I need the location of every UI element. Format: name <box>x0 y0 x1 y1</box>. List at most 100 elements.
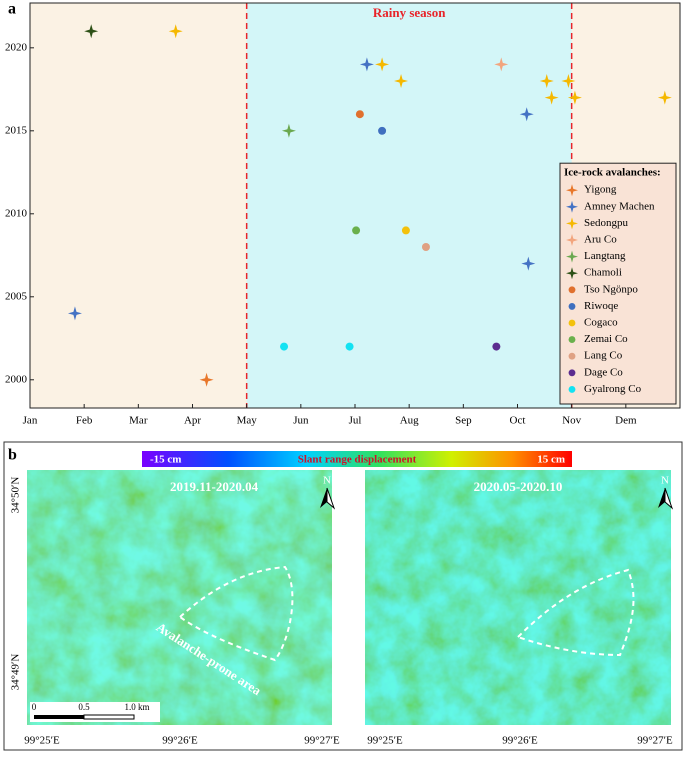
rainy-season-band <box>246 3 572 408</box>
circle-marker <box>568 286 576 294</box>
legend-label: Riwoqe <box>584 300 618 312</box>
colorbar-max: 15 cm <box>537 454 565 466</box>
circle-marker <box>568 336 576 344</box>
circle-marker <box>568 352 576 360</box>
legend-label: Tso Ngönpo <box>584 283 638 295</box>
y-tick-label: 2010 <box>5 207 28 219</box>
colorbar <box>142 451 572 467</box>
star-marker <box>657 90 672 105</box>
map-texture <box>365 470 671 725</box>
x-tick-label: Aug <box>400 415 419 427</box>
star-marker <box>566 184 578 197</box>
circle-marker <box>378 126 387 135</box>
star-marker <box>84 24 99 39</box>
star-marker <box>199 372 214 387</box>
star-marker <box>566 200 578 213</box>
north-arrow <box>658 488 665 508</box>
map-title: 2020.05-2020.10 <box>474 479 563 494</box>
lon-label: 99°27′E <box>304 735 340 747</box>
legend-label: Gyalrong Co <box>584 383 642 395</box>
x-tick-label: Apr <box>184 415 201 427</box>
map-texture <box>27 470 332 725</box>
x-tick-label: Nov <box>562 415 581 427</box>
scale-label: 1.0 km <box>124 702 149 712</box>
circle-marker <box>352 226 361 235</box>
x-tick-label: Oct <box>510 415 526 427</box>
y-tick-label: 2005 <box>5 290 28 302</box>
circle-marker <box>401 226 410 235</box>
legend-label: Chamoli <box>584 267 622 279</box>
legend-label: Cogaco <box>584 317 618 329</box>
star-marker <box>566 234 578 246</box>
circle-marker <box>568 369 576 377</box>
legend-label: Langtang <box>584 250 626 262</box>
circle-marker <box>280 342 289 351</box>
legend-label: Aru Co <box>584 234 617 246</box>
circle-marker <box>345 342 354 351</box>
legend-label: Zemai Co <box>584 333 628 345</box>
star-marker <box>566 250 578 263</box>
y-tick-label: 2000 <box>5 373 28 385</box>
star-marker <box>521 256 536 271</box>
north-arrow <box>320 488 327 508</box>
lon-label: 99°25′E <box>367 735 403 747</box>
lon-label: 99°26′E <box>162 735 198 747</box>
x-tick-label: Jun <box>293 415 309 427</box>
star-marker <box>544 90 559 105</box>
circle-marker <box>421 243 430 251</box>
legend-label: Lang Co <box>584 350 623 362</box>
star-marker <box>359 57 374 72</box>
lat-label: 34°50′N <box>10 477 22 514</box>
lat-label: 34°49′N <box>10 654 22 691</box>
star-marker <box>566 267 578 280</box>
north-arrow <box>326 487 336 510</box>
y-tick-label: 2015 <box>5 124 28 136</box>
legend-label: Dage Co <box>584 366 623 378</box>
lon-label: 99°26′E <box>502 735 538 747</box>
colorbar-min: -15 cm <box>150 454 181 466</box>
scale-label: 0 <box>32 702 37 712</box>
circle-marker <box>568 319 576 327</box>
legend-label: Yigong <box>584 184 617 196</box>
legend-title: Ice-rock avalanches: <box>564 167 661 179</box>
scale-bar <box>34 715 84 719</box>
lon-label: 99°27′E <box>637 735 673 747</box>
star-marker <box>494 57 509 72</box>
outline <box>516 568 635 657</box>
panel-frame <box>3 441 683 751</box>
colorbar-title: Slant range displacement <box>298 454 417 466</box>
legend-label: Amney Machen <box>584 200 655 212</box>
panel-label: a <box>8 1 16 18</box>
north-label: N <box>661 475 669 487</box>
scale-label: 0.5 <box>78 702 90 712</box>
x-tick-label: May <box>237 415 258 427</box>
panel-b: b -15 cm Slant range displacement 15 cm … <box>3 441 683 751</box>
circle-marker <box>568 385 576 393</box>
star-marker <box>561 74 576 89</box>
star-marker <box>375 57 390 72</box>
x-tick-label: Mar <box>129 415 148 427</box>
north-arrow <box>664 487 674 510</box>
star-marker <box>394 74 409 89</box>
north-label: N <box>323 475 331 487</box>
star-marker <box>567 90 582 105</box>
star-marker <box>67 306 82 321</box>
x-tick-label: Dem <box>615 415 637 427</box>
star-marker <box>539 74 554 89</box>
panel-a: a Rainy season Jan Feb Mar Apr May Jun Jul Aug Se… <box>5 1 681 427</box>
lon-label: 99°25′E <box>24 735 60 747</box>
legend-label: Sedongpu <box>584 217 629 229</box>
x-tick-label: Feb <box>76 415 93 427</box>
circle-marker <box>568 302 576 310</box>
scale-bar <box>83 714 135 720</box>
panel-label: b <box>8 447 17 464</box>
outline <box>178 565 294 662</box>
star-marker <box>519 107 534 122</box>
circle-marker <box>492 342 501 351</box>
map-title: 2019.11-2020.04 <box>170 479 259 494</box>
circle-marker <box>355 110 364 119</box>
y-tick-label: 2020 <box>5 41 28 53</box>
star-marker <box>168 24 183 39</box>
star-marker <box>566 217 578 230</box>
